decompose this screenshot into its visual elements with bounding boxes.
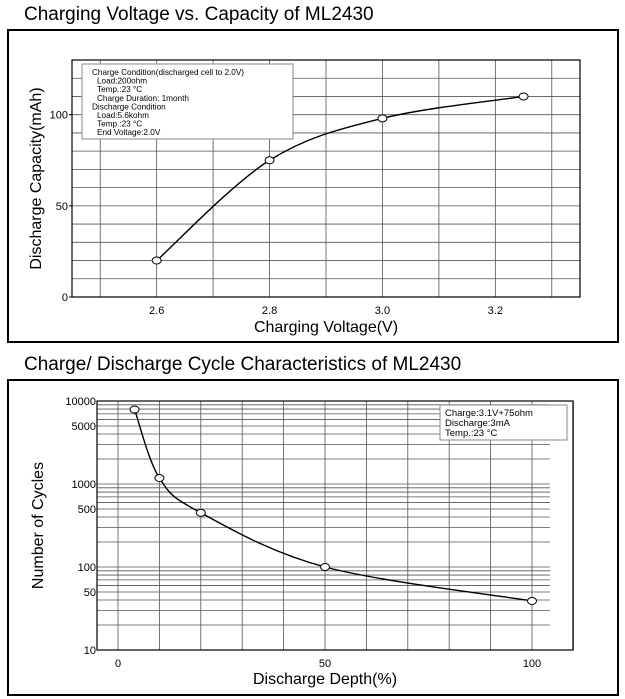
annotation-box	[81, 63, 294, 140]
y-tick-label: 10	[84, 645, 96, 657]
data-point	[129, 405, 140, 414]
annotation-text: Charge:3.1V+75ohm	[445, 408, 533, 419]
annotation-text: Load:5.6kohm	[97, 111, 149, 120]
data-point	[154, 474, 165, 483]
plot-area	[96, 400, 574, 651]
y-tick-label: 500	[78, 504, 96, 516]
y-tick-label: 50	[84, 587, 96, 599]
annotation-text: Charge Condition(discharged cell to 2.0V…	[92, 68, 244, 77]
data-point	[151, 256, 162, 265]
data-point	[518, 92, 529, 101]
annotation-text: Discharge:3mA	[445, 418, 511, 429]
x-tick-label: 100	[523, 658, 541, 670]
series-line	[133, 409, 533, 602]
data-point	[195, 508, 206, 517]
y-tick-label: 5000	[72, 421, 96, 433]
annotation-text: Temp.:23 °C	[97, 120, 142, 129]
x-axis-label: Discharge Depth(%)	[253, 671, 397, 688]
chart2-title: Charge/ Discharge Cycle Characteristics …	[24, 354, 462, 375]
data-point	[320, 563, 330, 571]
y-tick-label: 10000	[65, 396, 96, 408]
y-tick-label: 100	[50, 110, 68, 122]
y-axis-label: Discharge Capacity(mAh)	[28, 87, 45, 269]
annotation-text: Temp.:23 °C	[97, 85, 142, 94]
x-axis-label: Charging Voltage(V)	[254, 319, 398, 336]
y-tick-label: 1000	[72, 479, 96, 491]
y-tick-label: 50	[56, 201, 68, 213]
plot-area	[71, 59, 581, 298]
x-tick-label: 2.8	[262, 305, 277, 317]
chart1-title: Charging Voltage vs. Capacity of ML2430	[24, 4, 374, 25]
x-tick-label: 3.0	[375, 305, 390, 317]
x-tick-label: 0	[115, 658, 121, 670]
y-tick-label: 0	[62, 292, 68, 304]
annotation-text: End Voltage:2.0V	[97, 128, 161, 137]
y-tick-label: 100	[78, 562, 96, 574]
y-axis-label: Number of Cycles	[30, 462, 47, 589]
series-line	[156, 95, 524, 262]
data-point	[527, 596, 537, 605]
annotation-text: Temp.:23 °C	[445, 428, 498, 439]
x-tick-label: 50	[319, 658, 331, 670]
annotation-box	[439, 404, 568, 441]
chart1-frame	[7, 29, 619, 343]
annotation-text: Load:200ohm	[97, 77, 147, 86]
data-point	[264, 156, 275, 165]
x-tick-label: 2.6	[149, 305, 164, 317]
x-tick-label: 3.2	[488, 305, 503, 317]
chart2-frame	[7, 379, 619, 696]
annotation-text: Charge Duration: 1month	[97, 94, 189, 103]
data-point	[377, 114, 388, 123]
annotation-text: Discharge Condition	[92, 102, 166, 111]
